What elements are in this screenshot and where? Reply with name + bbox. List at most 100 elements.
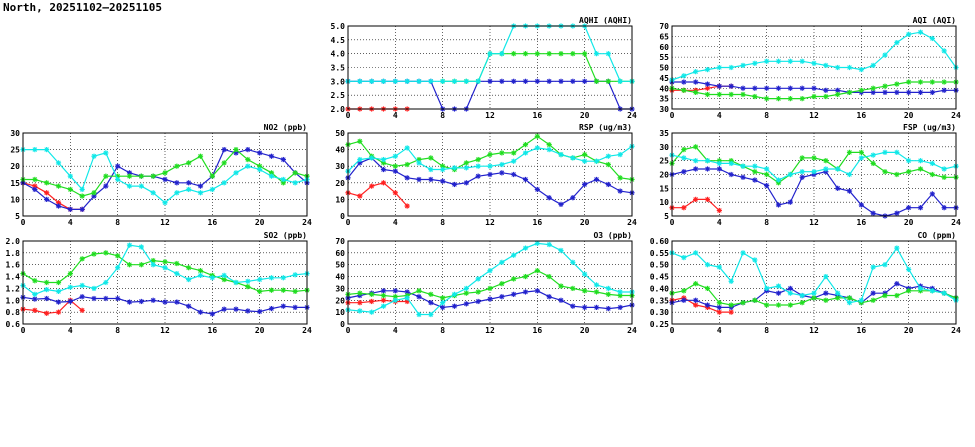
data-point [44,310,50,316]
marker-stroke [487,286,493,291]
data-point [546,142,552,148]
data-point [941,79,947,85]
marker-stroke [440,178,445,184]
marker-stroke [210,187,215,192]
marker-stroke [546,147,552,152]
marker-stroke [906,31,911,37]
marker-stroke [570,79,576,84]
data-point [787,285,793,292]
data-point [894,171,900,178]
data-point [823,87,829,93]
data-point [499,161,505,168]
marker-stroke [428,312,434,317]
marker-stroke [570,260,576,265]
marker-stroke [906,158,911,163]
marker-stroke [186,180,191,186]
marker-stroke [558,297,564,303]
data-point [369,309,375,315]
data-point [451,181,458,188]
data-point [357,290,363,296]
data-point [103,250,109,256]
marker-stroke [847,150,852,155]
data-point [369,298,375,305]
data-point [103,150,109,156]
marker-stroke [582,79,587,84]
marker-stroke [79,207,85,212]
series-1 [669,295,734,315]
y-tick-label: 3.0 [331,77,346,86]
data-point [858,87,864,93]
marker-stroke [693,250,698,256]
marker-stroke [499,162,505,167]
marker-stroke [930,288,935,294]
data-point [799,169,805,175]
data-point [186,276,192,283]
marker-stroke [440,79,445,84]
data-point [511,150,517,156]
x-tick-label: 24 [627,326,637,335]
data-point [357,138,363,144]
marker-stroke [681,147,687,152]
marker-stroke [198,268,203,273]
data-point [799,58,805,64]
y-tick-label: 20 [659,171,669,180]
marker-stroke [859,88,864,93]
data-point [32,291,38,297]
marker-stroke [535,145,540,151]
data-point [835,290,841,296]
y-tick-label: 0.40 [650,284,669,293]
marker-stroke [150,173,156,179]
data-point [292,304,298,310]
data-point [752,93,758,100]
plot-frame [347,240,633,325]
marker-stroke [487,296,493,302]
marker-stroke [894,245,900,251]
data-point [162,299,168,305]
marker-stroke [369,299,374,304]
data-point [870,297,876,303]
marker-stroke [847,188,852,194]
marker-stroke [693,79,698,85]
data-point [451,78,458,84]
data-point [846,188,853,194]
data-point [764,96,770,102]
x-tick-label: 24 [951,218,961,227]
marker-stroke [705,85,710,91]
data-point [32,176,38,183]
marker-stroke [499,260,505,265]
data-point [570,78,576,84]
marker-stroke [269,173,274,179]
data-point [380,78,387,84]
marker-stroke [381,157,386,162]
data-point [44,147,50,153]
data-point [740,85,746,91]
data-point [499,150,505,156]
marker-stroke [835,290,840,296]
data-point [906,288,912,294]
data-point [906,266,912,273]
marker-stroke [487,163,493,169]
marker-stroke [292,170,298,176]
y-tick-label: 25 [10,146,20,155]
data-point [91,285,97,292]
data-point [209,186,215,193]
marker-stroke [558,152,564,157]
marker-stroke [103,183,109,189]
data-point [799,155,805,161]
data-point [917,166,924,172]
data-point [392,168,398,174]
x-tick-label: 24 [627,111,637,120]
marker-stroke [56,299,61,305]
data-point [416,288,422,294]
marker-stroke [210,173,215,179]
data-point [570,285,576,292]
data-point [704,262,711,268]
data-point [162,176,168,183]
marker-stroke [357,193,363,199]
data-point [186,265,192,271]
y-tick-label: 50 [659,64,669,73]
marker-stroke [464,165,469,171]
data-point [716,300,722,306]
marker-stroke [404,145,410,151]
data-point [245,278,251,284]
